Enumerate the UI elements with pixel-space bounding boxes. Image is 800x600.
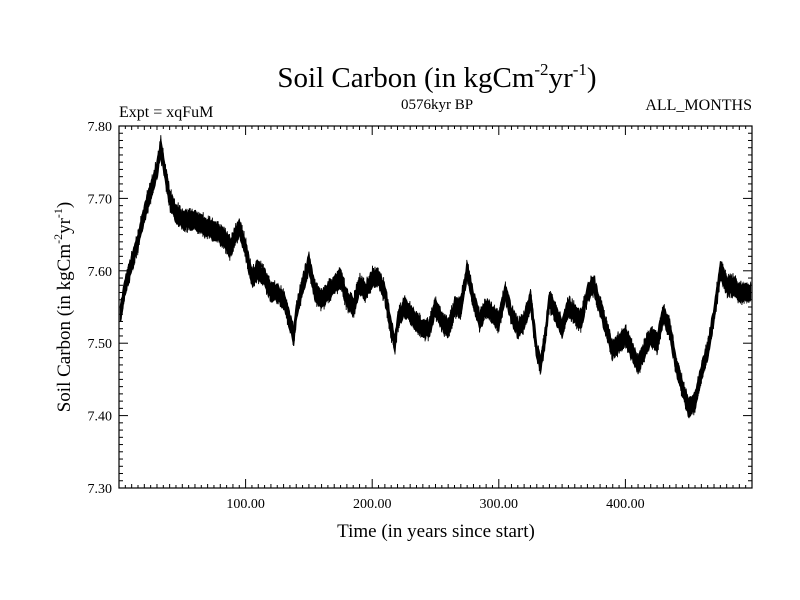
y-tick-label: 7.30 [88,482,113,497]
axis-ticks [119,126,752,488]
x-tick-label: 400.00 [606,497,645,512]
x-tick-label: 300.00 [480,497,519,512]
experiment-label: Expt = xqFuM [119,104,213,121]
y-tick-label: 7.70 [88,192,113,207]
y-tick-label: 7.60 [88,265,113,280]
x-tick-label: 200.00 [353,497,392,512]
x-tick-label: 100.00 [226,497,265,512]
chart-title: Soil Carbon (in kgCm-2yr-1) [277,60,596,94]
data-series-band [119,138,752,419]
x-axis-label: Time (in years since start) [337,521,535,542]
y-tick-label: 7.40 [88,410,113,425]
axis-tick-labels: 100.00 200.00 300.00 400.00 7.30 7.40 7.50 7.60… [88,120,645,512]
y-axis-label: Soil Carbon (in kgCm-2yr-1) [51,202,75,413]
y-tick-label: 7.80 [88,120,113,135]
y-tick-label: 7.50 [88,337,113,352]
months-label: ALL_MONTHS [645,97,752,114]
data-series-noise [119,135,752,419]
plot-frame [118,125,753,489]
period-label: 0576kyr BP [401,97,473,113]
